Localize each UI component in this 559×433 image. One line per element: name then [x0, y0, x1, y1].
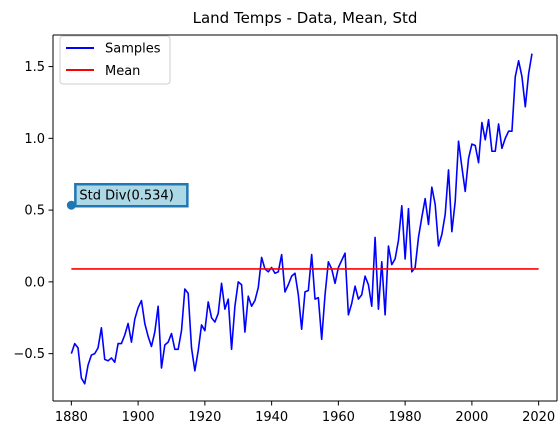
chart-title: Land Temps - Data, Mean, Std — [193, 9, 418, 27]
legend-mean-label: Mean — [105, 64, 140, 79]
y-tick-label: 0.5 — [24, 204, 45, 219]
x-tick-label: 1980 — [389, 410, 422, 425]
x-tick-label: 1880 — [55, 410, 88, 425]
series-line-samples — [70, 53, 533, 385]
axes-frame — [52, 34, 558, 402]
plot-area — [53, 35, 557, 401]
x-tick-label: 1900 — [122, 410, 155, 425]
x-axis-ticks: 1880 1900 1920 1940 1960 1980 2000 2020 — [55, 401, 555, 425]
y-tick-label: 1.5 — [24, 60, 45, 75]
x-tick-label: 1960 — [322, 410, 355, 425]
x-tick-label: 1920 — [188, 410, 221, 425]
legend: Samples Mean — [59, 35, 171, 85]
std-annotation-label: Std Div(0.534) — [79, 189, 173, 204]
x-tick-label: 2020 — [522, 410, 555, 425]
annotation-layer: Std Div(0.534) — [66, 182, 189, 210]
legend-samples-label: Samples — [105, 42, 161, 57]
y-axis-ticks: −0.5 0.0 0.5 1.0 1.5 — [13, 60, 53, 362]
x-tick-label: 1940 — [255, 410, 288, 425]
y-tick-label: −0.5 — [13, 347, 45, 362]
y-tick-label: 0.0 — [24, 275, 45, 290]
series-layer — [70, 53, 539, 385]
x-tick-label: 2000 — [455, 410, 488, 425]
y-tick-label: 1.0 — [24, 132, 45, 147]
std-annotation-box — [74, 182, 189, 208]
std-marker-point — [66, 200, 76, 210]
